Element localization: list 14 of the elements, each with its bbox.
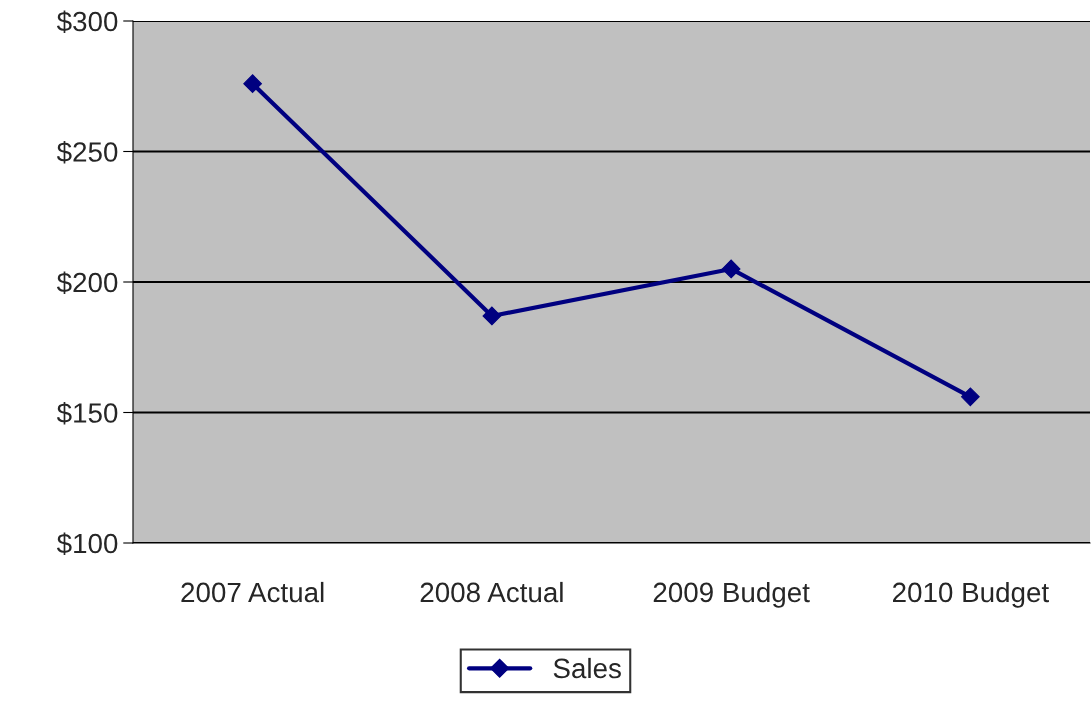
x-tick-label: 2010 Budget [893, 581, 1049, 608]
point [721, 259, 741, 279]
y-tick-label: $200 [56, 271, 118, 294]
y-tick-label: $250 [56, 141, 118, 164]
point [961, 387, 980, 407]
point [243, 74, 262, 93]
point [482, 306, 502, 326]
legend-label: Sales [553, 657, 621, 679]
y-tick-label: $300 [56, 10, 118, 33]
x-tick-label: 2009 Budget [653, 581, 810, 608]
x-tick-label: 2007 Actual [181, 581, 324, 603]
y-tick-label: $150 [56, 402, 118, 425]
x-tick-label: 2008 Actual [420, 581, 563, 603]
y-tick-label: $100 [56, 532, 118, 555]
